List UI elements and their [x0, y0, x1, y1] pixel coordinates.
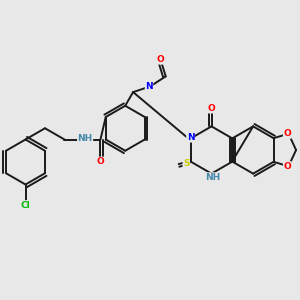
- Text: O: O: [284, 162, 291, 171]
- Text: N: N: [145, 82, 153, 91]
- Text: S: S: [183, 159, 190, 168]
- Text: NH: NH: [205, 173, 220, 182]
- Text: O: O: [97, 157, 104, 166]
- Text: O: O: [157, 55, 164, 64]
- Text: Cl: Cl: [21, 201, 30, 210]
- Text: O: O: [284, 129, 291, 138]
- Text: N: N: [187, 133, 194, 142]
- Text: O: O: [208, 104, 215, 113]
- Text: NH: NH: [77, 134, 93, 143]
